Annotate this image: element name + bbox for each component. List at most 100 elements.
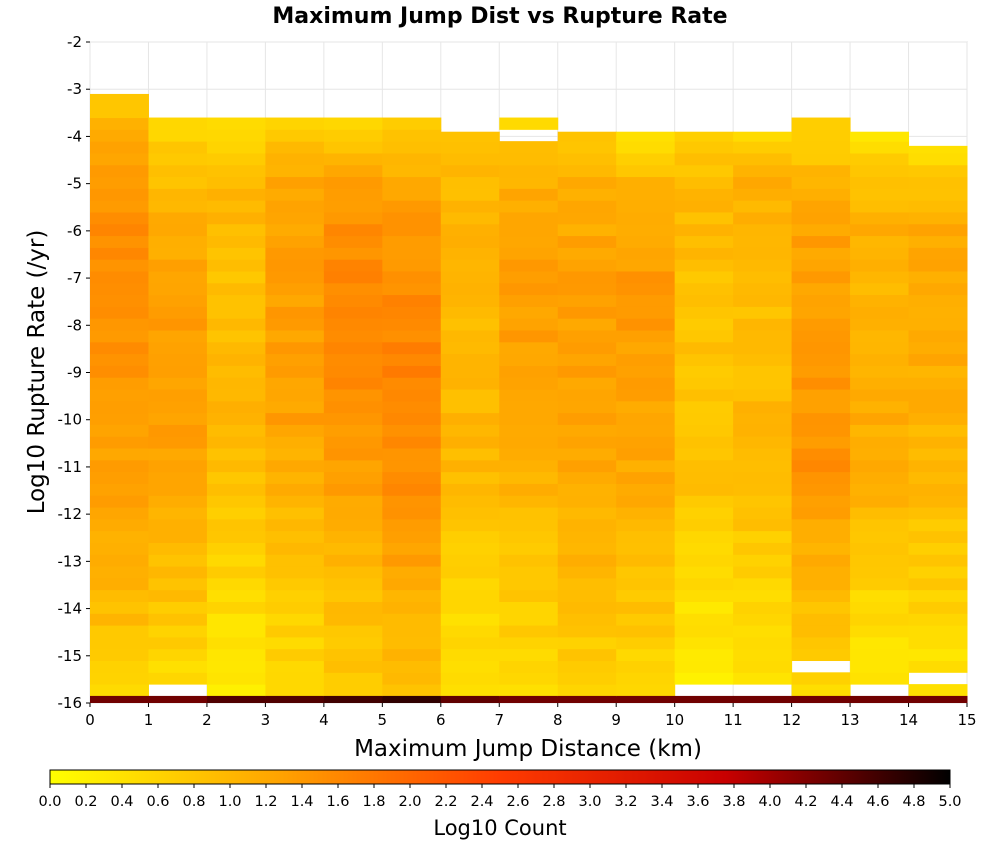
heatmap-cell [90,176,149,189]
heatmap-cell [733,400,793,414]
heatmap-cell [908,188,968,201]
heatmap-cell [791,164,851,178]
heatmap-cell [382,636,442,650]
y-tick-label: -3 [67,80,82,98]
heatmap-cell [791,282,851,296]
heatmap-cell [674,141,734,154]
heatmap-cell [148,577,208,591]
heatmap-cell [791,330,851,343]
heatmap-cell [440,164,500,178]
heatmap-cell [674,483,734,496]
heatmap-cell [791,412,851,425]
heatmap-cell [265,412,325,425]
x-tick-label: 8 [553,711,563,729]
heatmap-cell [499,389,559,402]
heatmap-cell [674,448,734,461]
heatmap-cell [557,294,617,307]
heatmap-cell [557,684,617,697]
heatmap-cell [206,648,266,662]
heatmap-cell [382,613,442,626]
heatmap-cell [616,188,676,201]
heatmap-cell [674,365,734,378]
heatmap-cell [323,270,383,284]
heatmap-cell [323,554,383,567]
heatmap-cell [616,223,676,237]
heatmap-cell [616,306,676,319]
heatmap-cell [382,507,442,520]
heatmap-cell [265,518,325,532]
heatmap-cell [206,365,266,378]
colorbar-tick-label: 4.6 [866,794,889,810]
heatmap-cell [499,365,559,378]
heatmap-cell [323,613,383,626]
heatmap-cell [733,341,793,355]
heatmap-cell [791,176,851,189]
heatmap-cell [733,306,793,319]
heatmap-cell [382,389,442,402]
x-tick-label: 7 [494,711,504,729]
heatmap-cell [733,152,793,166]
x-tick-label: 10 [665,711,684,729]
heatmap-cell [382,353,442,366]
heatmap-cell [674,660,734,673]
heatmap-cell [382,247,442,260]
y-tick-label: -6 [67,222,82,240]
heatmap-cell [908,542,968,555]
heatmap-cell [206,152,266,166]
heatmap-cell [440,554,500,567]
heatmap-cell [90,507,149,520]
colorbar-tick-label: 3.6 [686,794,709,810]
heatmap-cell [557,672,617,685]
heatmap-cell [265,235,325,248]
heatmap-cell-bottom [791,695,851,703]
heatmap-cell [733,577,793,591]
heatmap-cell [323,684,383,697]
heatmap-cell [557,365,617,378]
heatmap-cell [382,448,442,461]
heatmap-cell [499,282,559,296]
heatmap-cell [499,636,559,650]
heatmap-cell [850,648,910,662]
heatmap-cell [440,341,500,355]
heatmap-cell [791,471,851,484]
heatmap-cell [382,259,442,272]
heatmap-cell [616,211,676,225]
heatmap-cell [206,330,266,343]
heatmap-cell [499,117,559,130]
heatmap-cell [323,518,383,532]
heatmap-cell-bottom [850,695,910,703]
heatmap-cell [382,200,442,213]
heatmap-cell [90,424,149,437]
heatmap-cell [440,412,500,425]
heatmap-cell [499,507,559,520]
colorbar-tick-label: 2.6 [506,794,529,810]
heatmap-cell [850,211,910,225]
heatmap-cell [616,424,676,437]
heatmap-cell [674,318,734,331]
heatmap-cell [148,436,208,449]
heatmap-cell [850,282,910,296]
heatmap-cell [323,200,383,213]
heatmap-cell [90,129,149,142]
heatmap-cell [265,660,325,673]
heatmap-cell [90,672,149,685]
heatmap-cell [791,141,851,154]
heatmap-cell [323,483,383,496]
heatmap-cell [148,448,208,461]
heatmap-cell [148,306,208,319]
heatmap-cell [323,141,383,154]
colorbar-tick-label: 1.0 [218,794,241,810]
heatmap-cell [499,483,559,496]
heatmap-cell [440,577,500,591]
y-tick-label: -11 [58,458,83,476]
heatmap-cell [557,625,617,638]
heatmap-cell [733,436,793,449]
heatmap-cell [674,507,734,520]
heatmap-cell [148,318,208,331]
heatmap-cell [440,270,500,284]
heatmap-cell [850,518,910,532]
heatmap-cell [499,247,559,260]
heatmap-cell [733,459,793,473]
colorbar-tick-label: 2.4 [470,794,493,810]
heatmap-cell [791,235,851,248]
